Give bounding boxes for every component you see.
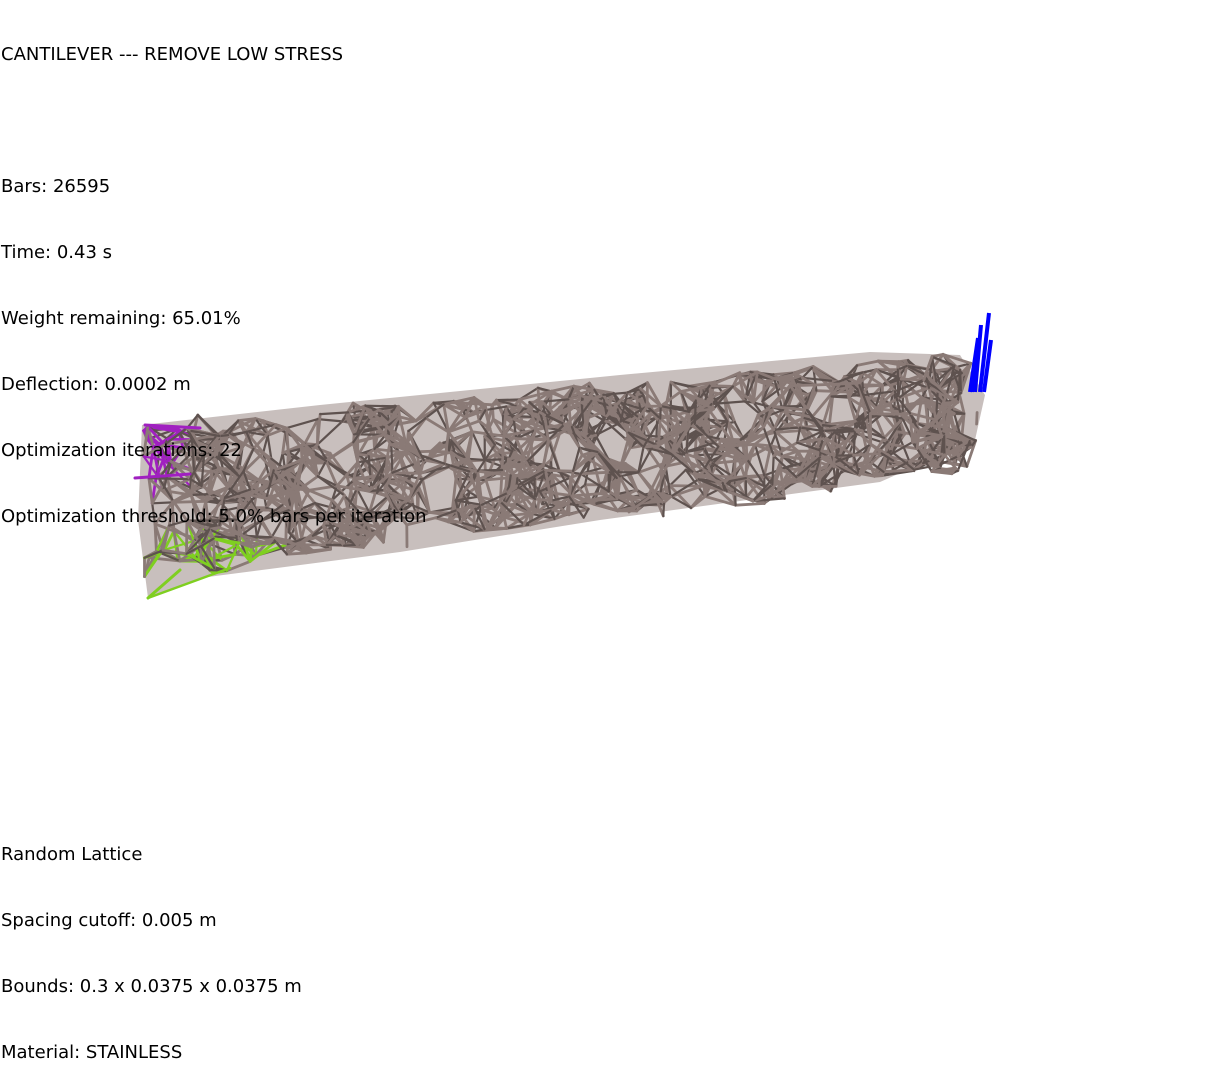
deflection-readout: Deflection: 0.0002 m xyxy=(1,374,427,396)
spacer xyxy=(1,110,427,132)
lattice-type: Random Lattice xyxy=(1,844,302,866)
spacing-cutoff: Spacing cutoff: 0.005 m xyxy=(1,910,302,932)
lattice-info-panel: Random Lattice Spacing cutoff: 0.005 m B… xyxy=(1,800,302,1086)
optimization-iterations: Optimization iterations: 22 xyxy=(1,440,427,462)
time-readout: Time: 0.43 s xyxy=(1,242,427,264)
simulation-title: CANTILEVER --- REMOVE LOW STRESS xyxy=(1,44,427,66)
load-arrows xyxy=(970,313,991,392)
bars-count: Bars: 26595 xyxy=(1,176,427,198)
simulation-info-panel: CANTILEVER --- REMOVE LOW STRESS Bars: 2… xyxy=(1,0,427,550)
weight-remaining: Weight remaining: 65.01% xyxy=(1,308,427,330)
bounds-readout: Bounds: 0.3 x 0.0375 x 0.0375 m xyxy=(1,976,302,998)
optimization-threshold: Optimization threshold: 5.0% bars per it… xyxy=(1,506,427,528)
material-readout: Material: STAINLESS xyxy=(1,1042,302,1064)
